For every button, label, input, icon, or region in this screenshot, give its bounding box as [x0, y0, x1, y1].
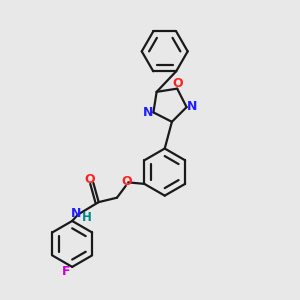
- Text: N: N: [187, 100, 197, 113]
- Text: N: N: [70, 206, 81, 220]
- Text: H: H: [81, 211, 91, 224]
- Text: O: O: [85, 173, 95, 186]
- Text: N: N: [143, 106, 153, 119]
- Text: F: F: [62, 265, 70, 278]
- Text: O: O: [172, 77, 183, 90]
- Text: O: O: [121, 175, 132, 188]
